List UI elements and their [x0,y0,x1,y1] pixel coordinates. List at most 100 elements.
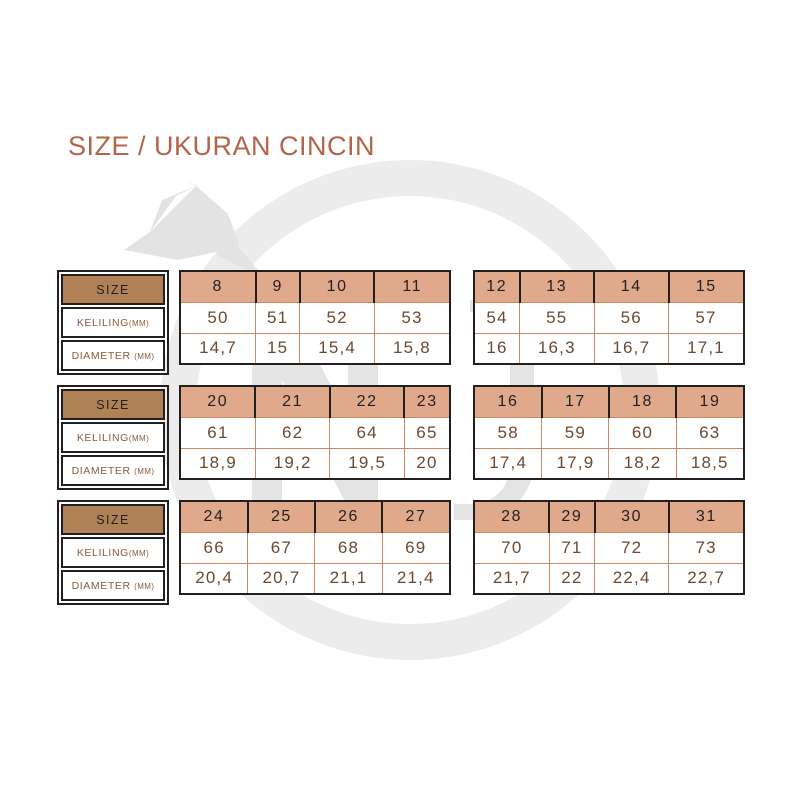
keliling-cell: 56 [593,301,670,334]
size-header-cell: 28 [474,501,551,533]
diameter-cell: 14,7 [180,332,257,364]
diameter-cell: 16,3 [519,332,595,364]
keliling-cell: 69 [381,531,450,564]
keliling-cell: 50 [180,301,257,334]
keliling-cell: 52 [299,301,375,334]
keliling-cell: 73 [668,531,744,564]
row-label-size: SIZE [61,389,165,420]
row-label-diameter: DIAMETER (MM) [61,570,165,601]
diameter-unit: (MM) [134,581,155,591]
diameter-cell: 22,7 [668,562,744,594]
size-header-cell: 11 [373,271,450,303]
size-header-cell: 15 [667,271,744,303]
size-data-table-right: 16 17 18 19 58 59 60 63 17,4 17,9 18,2 1… [473,385,745,480]
size-header-cell: 12 [474,271,521,303]
size-table-block: SIZE KELILING(MM) DIAMETER (MM) 20 21 22… [57,385,745,490]
keliling-cell: 64 [329,416,405,449]
keliling-cell: 63 [675,416,744,449]
keliling-cell: 53 [373,301,450,334]
row-label-keliling: KELILING(MM) [61,537,165,568]
diameter-unit: (MM) [134,466,155,476]
size-data-table-right: 12 13 14 15 54 55 56 57 16 16,3 16,7 17,… [473,270,745,365]
keliling-text: KELILING [76,316,129,329]
keliling-cell: 70 [474,531,550,564]
keliling-cell: 58 [474,416,543,449]
size-header-cell: 30 [593,501,670,533]
size-header-cell: 18 [607,386,678,418]
keliling-cell: 65 [403,416,450,449]
row-label-diameter: DIAMETER (MM) [61,455,165,486]
size-header-cell: 16 [474,386,543,418]
diameter-cell: 21,1 [314,562,383,594]
page-title: SIZE / UKURAN CINCIN [68,131,376,161]
row-label-keliling: KELILING(MM) [61,422,165,453]
size-header-cell: 24 [180,501,249,533]
diameter-cell: 17,9 [541,447,610,479]
diameter-text: DIAMETER [71,464,135,477]
size-header-cell: 14 [593,271,670,303]
size-header-cell: 19 [675,386,744,418]
diameter-cell: 17,1 [668,332,744,364]
diameter-text: DIAMETER [71,579,135,592]
diameter-cell: 18,5 [675,447,744,479]
size-data-table-left: 24 25 26 27 66 67 68 69 20,4 20,7 21,1 2… [179,500,451,595]
keliling-cell: 51 [255,301,301,334]
size-header-cell: 25 [246,501,316,533]
keliling-unit: (MM) [128,548,150,558]
size-data-table-left: 8 9 10 11 50 51 52 53 14,7 15 15,4 15,8 [179,270,451,365]
keliling-text: KELILING [76,546,129,559]
keliling-unit: (MM) [128,318,150,328]
keliling-text: KELILING [76,431,129,444]
diameter-cell: 18,9 [180,447,256,479]
row-label-table: SIZE KELILING(MM) DIAMETER (MM) [57,385,169,490]
row-label-diameter: DIAMETER (MM) [61,340,165,371]
keliling-cell: 62 [254,416,331,449]
diameter-cell: 16,7 [593,332,670,364]
diameter-text: DIAMETER [71,349,135,362]
keliling-unit: (MM) [128,433,150,443]
size-header-cell: 10 [298,271,376,303]
row-label-keliling: KELILING(MM) [61,307,165,338]
size-table-block: SIZE KELILING(MM) DIAMETER (MM) 24 25 26… [57,500,745,605]
size-header-cell: 13 [518,271,596,303]
diameter-cell: 19,2 [254,447,331,479]
diameter-cell: 20,7 [247,562,316,594]
size-data-table-left: 20 21 22 23 61 62 64 65 18,9 19,2 19,5 2… [179,385,451,480]
keliling-cell: 67 [247,531,316,564]
keliling-cell: 66 [180,531,249,564]
row-label-size: SIZE [61,504,165,535]
diameter-cell: 15,4 [299,332,375,364]
diameter-cell: 18,2 [608,447,677,479]
keliling-cell: 61 [180,416,256,449]
keliling-cell: 71 [548,531,596,564]
keliling-cell: 55 [519,301,595,334]
keliling-cell: 57 [668,301,744,334]
size-header-cell: 8 [180,271,257,303]
size-header-cell: 26 [313,501,384,533]
size-header-cell: 31 [667,501,744,533]
diameter-cell: 21,4 [381,562,450,594]
row-label-table: SIZE KELILING(MM) DIAMETER (MM) [57,270,169,375]
size-header-cell: 22 [328,386,406,418]
diameter-cell: 15,8 [373,332,450,364]
diameter-cell: 15 [255,332,301,364]
diameter-cell: 22 [548,562,596,594]
diameter-cell: 19,5 [329,447,405,479]
keliling-cell: 60 [608,416,677,449]
size-header-cell: 23 [403,386,450,418]
size-header-cell: 17 [540,386,610,418]
diameter-unit: (MM) [134,351,155,361]
keliling-cell: 54 [474,301,521,334]
diameter-cell: 17,4 [474,447,543,479]
size-header-cell: 29 [548,501,596,533]
size-data-table-right: 28 29 30 31 70 71 72 73 21,7 22 22,4 22,… [473,500,745,595]
size-header-cell: 27 [381,501,450,533]
size-header-cell: 9 [254,271,301,303]
size-header-cell: 20 [180,386,257,418]
diameter-cell: 20 [403,447,450,479]
keliling-cell: 72 [594,531,670,564]
size-table-block: SIZE KELILING(MM) DIAMETER (MM) 8 9 10 1… [57,270,745,375]
diameter-cell: 21,7 [474,562,550,594]
diameter-cell: 16 [474,332,521,364]
keliling-cell: 59 [541,416,610,449]
